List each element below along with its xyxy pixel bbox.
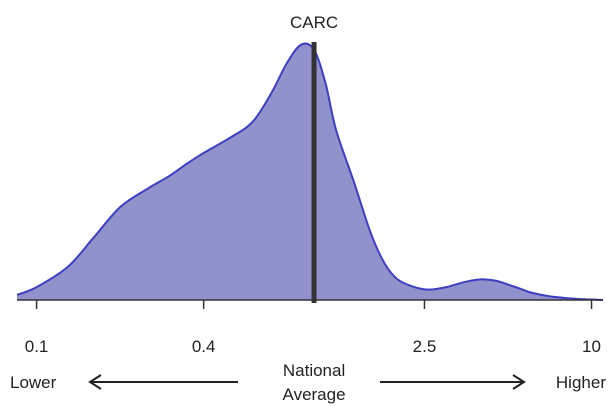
national-label: National <box>283 361 345 380</box>
average-label: Average <box>283 385 346 404</box>
x-axis-ticks: 0.1 0.4 2.5 10 <box>25 300 601 356</box>
density-curve <box>16 42 604 301</box>
lower-label: Lower <box>10 373 57 392</box>
density-area <box>17 43 603 300</box>
higher-label: Higher <box>556 373 606 392</box>
x-tick-label: 10 <box>582 337 601 356</box>
x-tick-label: 0.1 <box>25 337 49 356</box>
carc-marker-label: CARC <box>290 13 338 32</box>
x-tick-label: 0.4 <box>192 337 216 356</box>
x-tick-label: 2.5 <box>413 337 437 356</box>
